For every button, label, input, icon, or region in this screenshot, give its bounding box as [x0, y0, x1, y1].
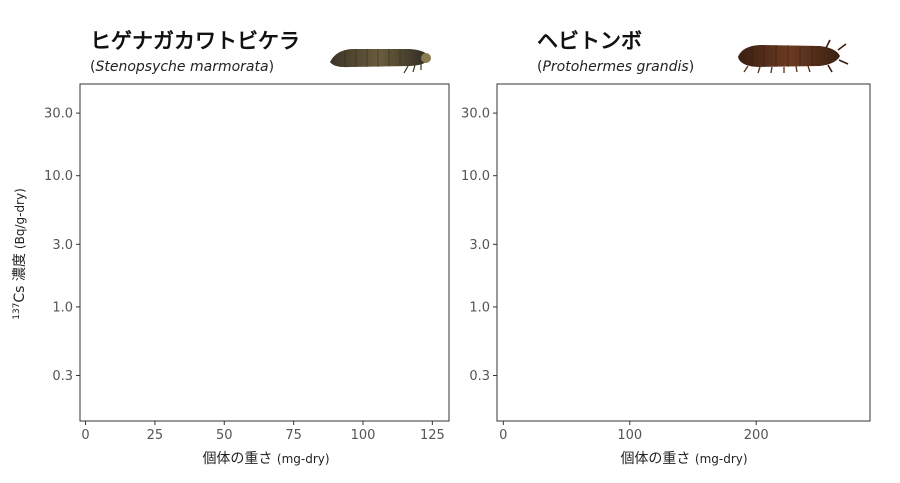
- plot-border: [496, 83, 871, 422]
- x-tick-label: 200: [744, 428, 769, 443]
- caddisfly-larva-picture: [330, 49, 431, 74]
- panel-protohermes: 0 100 200 0.3 1.0 3.0 10.0 30.0: [461, 83, 871, 443]
- y-tick-label: 30.0: [44, 107, 73, 122]
- y-tick-label: 30.0: [461, 107, 490, 122]
- y-tick-label: 1.0: [52, 300, 73, 315]
- dobsonfly-larva-picture: [738, 39, 849, 74]
- x-tick-label: 0: [499, 428, 507, 443]
- x-tick-label: 100: [351, 428, 376, 443]
- y-tick-label: 0.3: [469, 369, 490, 384]
- panel-1-subtitle: (Stenopsyche marmorata): [90, 59, 274, 75]
- y-tick-label: 10.0: [461, 169, 490, 184]
- y-tick-label: 0.3: [52, 369, 73, 384]
- panel-2-x-axis-title: 個体の重さ (mg-dry): [620, 451, 747, 467]
- panel-2-subtitle: (Protohermes grandis): [537, 59, 694, 75]
- x-tick-label: 75: [285, 428, 302, 443]
- panel-1-x-axis-title: 個体の重さ (mg-dry): [202, 451, 329, 467]
- plot-border: [79, 83, 450, 422]
- x-tick-label: 25: [147, 428, 164, 443]
- x-tick-label: 125: [420, 428, 445, 443]
- panel-1-title: ヒゲナガカワトビケラ: [90, 29, 300, 53]
- y-tick-label: 1.0: [469, 300, 490, 315]
- x-tick-label: 50: [216, 428, 233, 443]
- y-tick-label: 10.0: [44, 169, 73, 184]
- x-tick-label: 100: [617, 428, 642, 443]
- y-axis-title: 137Cs 濃度(Bq/g-dry): [12, 188, 28, 320]
- x-tick-label: 0: [81, 428, 89, 443]
- y-tick-label: 3.0: [469, 238, 490, 253]
- panel-2-title: ヘビトンボ: [537, 29, 642, 53]
- y-tick-label: 3.0: [52, 238, 73, 253]
